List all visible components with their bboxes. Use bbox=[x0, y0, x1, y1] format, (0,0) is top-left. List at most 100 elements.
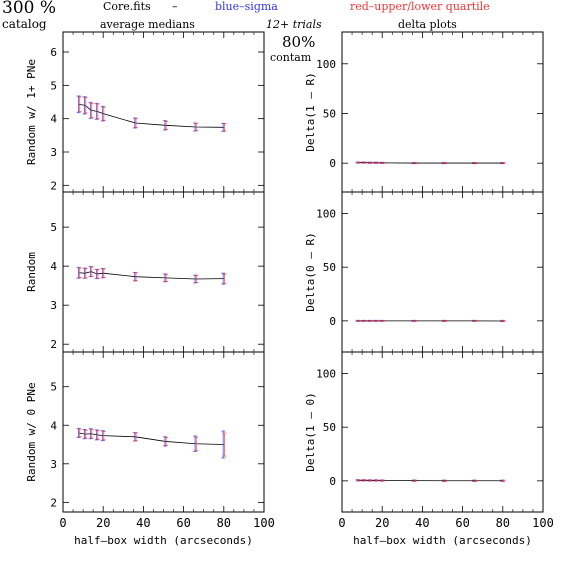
chart-left-mid-errorbar bbox=[76, 266, 82, 279]
chart-left-bot-errorbar bbox=[193, 435, 199, 452]
chart-right-top-ytick-label: 100 bbox=[316, 58, 336, 71]
chart-left-bot-errorbar bbox=[221, 430, 227, 459]
chart-right-bot-errorbar bbox=[355, 479, 361, 482]
chart-right-bot-xtick-label: 0 bbox=[338, 516, 345, 530]
chart-right-bot-ytick-label: 0 bbox=[329, 475, 336, 488]
chart-left-bot-xtick-label: 20 bbox=[96, 516, 110, 530]
chart-left-bot-xtick-label: 0 bbox=[59, 516, 66, 530]
chart-right-mid-errorbar bbox=[442, 319, 448, 322]
chart-right-top-errorbar bbox=[500, 162, 506, 165]
chart-right-mid-errorbar bbox=[500, 319, 506, 323]
header-blue-label: blue–sigma bbox=[215, 0, 278, 13]
chart-right-top-errorbar bbox=[367, 161, 373, 164]
chart-left-top-errorbar bbox=[94, 102, 100, 120]
chart-left-bot-errorbar bbox=[132, 432, 138, 442]
chart-left-bot-xtick-label: 60 bbox=[176, 516, 190, 530]
chart-left-top-errorbar bbox=[132, 117, 138, 129]
chart-right-mid-errorbar bbox=[379, 319, 385, 322]
chart-left-top-frame bbox=[62, 31, 265, 193]
chart-right-bot-xtick-label: 100 bbox=[532, 516, 554, 530]
chart-right-bot-errorbar bbox=[373, 479, 379, 482]
chart-left-mid-errorbar bbox=[82, 267, 88, 279]
chart-left-top-ytick-label: 3 bbox=[50, 146, 57, 159]
chart-left-bot-xtick-label: 100 bbox=[253, 516, 275, 530]
chart-left-top: 2 3 4 5 6 Random w/ 1+ PNe bbox=[25, 31, 265, 193]
chart-right-top-errorbar bbox=[379, 161, 385, 164]
chart-right-top-errorbar bbox=[442, 162, 448, 165]
chart-right-mid-errorbar bbox=[373, 319, 379, 322]
chart-left-bot-ytick-label: 3 bbox=[50, 458, 57, 471]
header: 300 % catalog Core.fits – average median… bbox=[2, 0, 490, 64]
chart-left-bot-errorbar bbox=[163, 436, 169, 447]
chart-left-mid-errorbar bbox=[88, 266, 94, 278]
chart-left-bot-errorbar bbox=[100, 430, 106, 442]
chart-left-bot-errorbar bbox=[94, 429, 100, 441]
chart-left-top-errorbar bbox=[100, 105, 106, 122]
chart-left-top-ytick-label: 4 bbox=[50, 113, 57, 126]
chart-left-bot-series-line bbox=[79, 432, 224, 445]
chart-right-bot-errorbar bbox=[367, 479, 373, 482]
chart-right-bot-ytick-label: 50 bbox=[323, 421, 336, 434]
chart-left-mid-ytick-label: 2 bbox=[50, 338, 57, 351]
chart-right-bot-ylabel: Delta(1 – 0) bbox=[304, 392, 317, 471]
chart-right-bot-xtick-label: 80 bbox=[496, 516, 510, 530]
chart-right-bot-errorbar bbox=[361, 479, 367, 482]
chart-left-bot-xlabel: half–box width (arcseconds) bbox=[74, 534, 253, 547]
chart-right-mid-errorbar bbox=[367, 319, 373, 322]
chart-right-bot-errorbar bbox=[379, 479, 385, 482]
chart-left-top-ylabel: Random w/ 1+ PNe bbox=[25, 59, 38, 165]
chart-right-bot-xtick-label: 20 bbox=[375, 516, 389, 530]
chart-left-mid-ytick-label: 4 bbox=[50, 260, 57, 273]
chart-left-mid-ytick-label: 3 bbox=[50, 299, 57, 312]
header-contam: contam bbox=[270, 51, 312, 64]
chart-left-bot: 0 20 40 60 80 100 2 3 4 5 Random w/ 0 PNe half–box … bbox=[25, 351, 275, 547]
chart-right-bot-errorbar bbox=[472, 479, 478, 482]
chart-left-bot-errorbar bbox=[88, 428, 94, 440]
header-red-label: red–upper/lower quartile bbox=[350, 0, 490, 13]
header-percent: 300 % bbox=[2, 0, 56, 18]
chart-right-top-errorbar bbox=[411, 162, 417, 165]
chart-left-top-errorbar bbox=[221, 122, 227, 132]
chart-left-mid-errorbar bbox=[221, 272, 227, 285]
chart-right-top-errorbar bbox=[361, 161, 367, 164]
chart-left-top-errorbar bbox=[163, 120, 169, 131]
chart-left-top-errorbar bbox=[193, 122, 199, 132]
chart-left-top-series-line bbox=[79, 103, 224, 128]
chart-left-mid-ylabel: Random bbox=[25, 252, 38, 292]
header-catalog: catalog bbox=[2, 17, 47, 31]
chart-right-top-errorbar bbox=[373, 161, 379, 164]
chart-right-mid-errorbar bbox=[411, 319, 417, 322]
chart-right-bot-ytick-label: 100 bbox=[316, 367, 336, 380]
chart-right-bot-errorbar bbox=[500, 479, 506, 482]
header-contam-pct: 80% bbox=[282, 33, 315, 51]
header-trials: 12+ trials bbox=[266, 18, 322, 31]
header-average: average medians bbox=[100, 18, 195, 31]
chart-left-mid-ytick-label: 5 bbox=[50, 221, 57, 234]
chart-left-mid-errorbar bbox=[132, 271, 138, 282]
chart-left-bot-errorbar bbox=[82, 429, 88, 440]
chart-left-bot-frame bbox=[62, 351, 265, 513]
chart-right-mid-ytick-label: 0 bbox=[329, 315, 336, 328]
chart-right-bot-frame bbox=[341, 351, 544, 513]
chart-right-mid-frame bbox=[341, 191, 544, 353]
chart-left-mid-series-line bbox=[79, 271, 224, 280]
chart-left-mid-errorbar bbox=[193, 274, 199, 284]
chart-right-bot: 0 20 40 60 80 100 0 50 100 Delta(1 – 0) half–box w… bbox=[304, 351, 554, 547]
chart-left-mid-errorbar bbox=[163, 273, 169, 283]
chart-left-top-ytick-label: 5 bbox=[50, 79, 57, 92]
chart-left-mid-errorbar bbox=[100, 268, 106, 279]
chart-left-bot-ylabel: Random w/ 0 PNe bbox=[25, 382, 38, 481]
chart-left-bot-xtick-label: 40 bbox=[136, 516, 150, 530]
chart-left-bot-xtick-label: 80 bbox=[217, 516, 231, 530]
chart-right-mid-ylabel: Delta(0 – R) bbox=[304, 232, 317, 311]
chart-left-top-errorbar bbox=[82, 96, 88, 115]
chart-right-mid-errorbar bbox=[472, 319, 478, 322]
header-delta: delta plots bbox=[398, 18, 457, 31]
chart-right-mid: 0 50 100 Delta(0 – R) bbox=[304, 191, 544, 353]
chart-right-mid-ytick-label: 50 bbox=[323, 261, 336, 274]
chart-right-top-ylabel: Delta(1 – R) bbox=[304, 72, 317, 151]
chart-right-top-ytick-label: 50 bbox=[323, 107, 336, 120]
